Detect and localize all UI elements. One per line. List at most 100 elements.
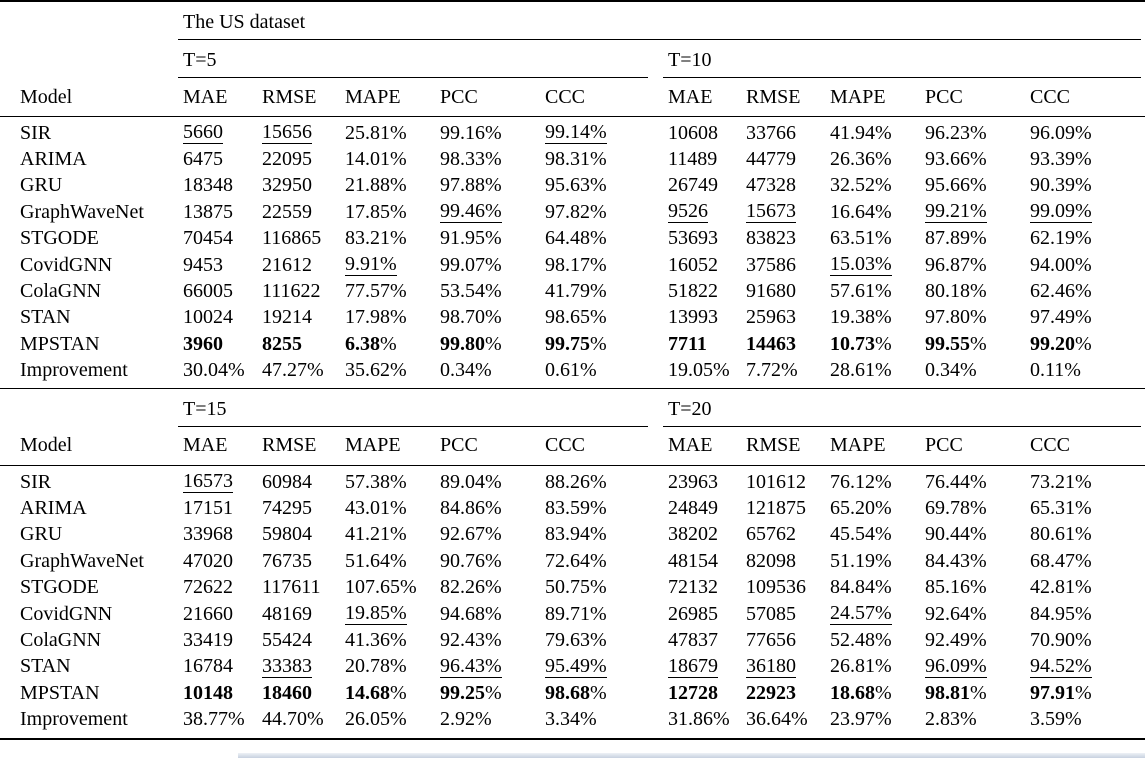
second-best-value: 15673	[746, 200, 796, 224]
value-cell: 93.39%	[1030, 148, 1092, 171]
value-cell: 10.73%	[830, 332, 892, 355]
results-table: The US dataset T=5 T=10 Model MAE RMSE MAPE PCC…	[0, 0, 1145, 740]
value-cell: 38202	[668, 523, 718, 546]
value-cell: 68.47%	[1030, 549, 1092, 572]
value-cell: 15.03%	[830, 252, 925, 278]
value-cell: 66005	[183, 280, 233, 303]
value-cell: 84.84%	[830, 576, 892, 599]
value-cell: 0.61%	[545, 357, 668, 389]
value-cell: 25963	[746, 306, 796, 329]
value-cell: 109536	[746, 576, 806, 599]
best-value: 99.20	[1030, 332, 1075, 355]
table-row: Improvement 30.04% 47.27% 35.62% 0.34% 0.61% 1…	[0, 357, 1145, 389]
group-header-row: T=15 T=20	[0, 388, 1145, 427]
value-cell: 60984	[262, 470, 312, 493]
value-cell: 19.05%	[668, 357, 746, 389]
value-cell: 7.72%	[746, 357, 830, 389]
value-cell: 97.88%	[440, 174, 502, 197]
value-cell: 14.68%	[345, 681, 407, 704]
group-header: T=15	[178, 394, 648, 427]
value-cell: 30.04%	[183, 357, 262, 389]
page-bottom-shadow	[238, 753, 1145, 758]
value-cell: 91680	[746, 280, 796, 303]
value-cell: 48154	[668, 549, 718, 572]
value-cell: 36180	[746, 654, 830, 680]
value-cell: 38.77%	[183, 706, 262, 740]
model-name-cell: GraphWaveNet	[20, 200, 144, 223]
value-cell: 95.66%	[925, 174, 987, 197]
value-cell: 84.95%	[1030, 602, 1092, 625]
column-header: CCC	[1030, 426, 1145, 466]
column-header: CCC	[1030, 78, 1145, 117]
model-name-cell: STGODE	[20, 227, 99, 250]
value-cell: 111622	[262, 280, 321, 303]
value-cell: 17151	[183, 496, 233, 519]
table-row: CovidGNN 9453 21612 9.91% 99.07% 98.17% 16052 3…	[0, 252, 1145, 278]
value-cell: 37586	[746, 253, 796, 276]
value-cell: 92.64%	[925, 602, 987, 625]
model-name-cell: STAN	[20, 655, 71, 678]
value-cell: 97.49%	[1030, 306, 1092, 329]
table-row: SIR 16573 60984 57.38% 89.04% 88.26% 23963 1016…	[0, 465, 1145, 495]
column-header: CCC	[545, 426, 668, 466]
dataset-title: The US dataset	[178, 7, 1142, 40]
value-cell: 92.67%	[440, 523, 502, 546]
value-cell: 45.54%	[830, 523, 892, 546]
value-cell: 9526	[668, 199, 746, 225]
value-cell: 99.21%	[925, 199, 1030, 225]
value-cell: 89.04%	[440, 470, 502, 493]
value-cell: 76.12%	[830, 470, 892, 493]
value-cell: 99.80%	[440, 332, 502, 355]
column-header: MAPE	[345, 426, 440, 466]
group-header: T=5	[178, 45, 648, 78]
value-cell: 23.97%	[830, 706, 925, 740]
table-row: MPSTAN 10148 18460 14.68% 99.25% 98.68% 12728 2…	[0, 680, 1145, 706]
model-name-cell: GRU	[20, 174, 63, 197]
table-row: GraphWaveNet 13875 22559 17.85% 99.46% 97.82%…	[0, 199, 1145, 225]
value-cell: 0.34%	[925, 357, 1030, 389]
value-cell: 18460	[262, 680, 345, 706]
value-cell: 32.52%	[830, 174, 892, 197]
value-cell: 89.71%	[545, 602, 607, 625]
dataset-title-row: The US dataset	[0, 1, 1145, 40]
value-cell: 99.07%	[440, 253, 502, 276]
value-cell: 24849	[668, 496, 718, 519]
best-value: 99.75	[545, 332, 590, 355]
column-header: MAPE	[830, 426, 925, 466]
value-cell: 16052	[668, 253, 718, 276]
second-best-value: 96.09%	[925, 654, 987, 678]
value-cell: 96.09%	[1030, 121, 1092, 144]
second-best-value: 16573	[183, 470, 233, 494]
group-header-cell: T=5	[178, 40, 668, 78]
value-cell: 2.92%	[440, 706, 545, 740]
best-value: 18.68	[830, 681, 875, 704]
value-cell: 98.65%	[545, 306, 607, 329]
value-cell: 48169	[262, 602, 312, 625]
value-cell: 98.33%	[440, 148, 502, 171]
table-row: ColaGNN 66005 111622 77.57% 53.54% 41.79% 5182…	[0, 278, 1145, 304]
value-cell: 95.49%	[545, 654, 668, 680]
model-name-cell: MPSTAN	[20, 681, 100, 704]
value-cell: 98.81%	[925, 681, 987, 704]
value-cell: 73.21%	[1030, 470, 1092, 493]
best-value: 97.91	[1030, 681, 1075, 704]
value-cell: 76735	[262, 549, 312, 572]
table-row: Improvement 38.77% 44.70% 26.05% 2.92% 3.34% 3…	[0, 706, 1145, 740]
value-cell: 18.68%	[830, 681, 892, 704]
value-cell: 52.48%	[830, 628, 892, 651]
column-header: PCC	[440, 78, 545, 117]
value-cell: 3960	[183, 331, 262, 357]
value-cell: 62.46%	[1030, 280, 1092, 303]
value-cell: 87.89%	[925, 227, 987, 250]
value-cell: 9.91%	[345, 252, 440, 278]
value-cell: 22559	[262, 200, 312, 223]
column-header: MAE	[183, 426, 262, 466]
column-header: RMSE	[746, 426, 830, 466]
table-row: GRU 18348 32950 21.88% 97.88% 95.63% 26749 4732…	[0, 173, 1145, 199]
value-cell: 99.25%	[440, 681, 502, 704]
model-name-cell: ARIMA	[20, 496, 87, 519]
empty-cell	[0, 1, 183, 40]
value-cell: 9453	[183, 253, 223, 276]
value-cell: 50.75%	[545, 576, 607, 599]
value-cell: 11489	[668, 148, 718, 171]
